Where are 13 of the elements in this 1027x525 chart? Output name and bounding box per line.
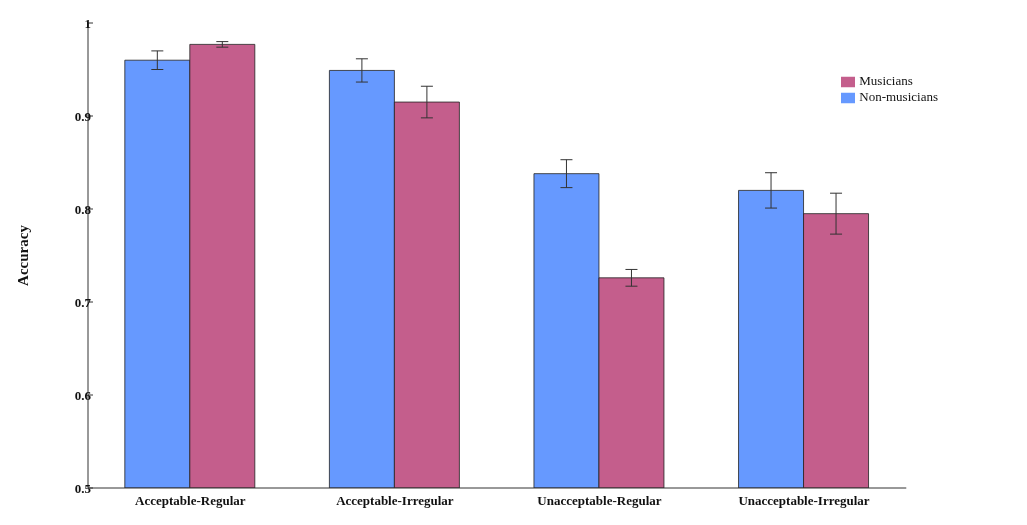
- legend-label: Non-musicians: [859, 89, 938, 105]
- y-tick-label: 0.8: [74, 201, 92, 217]
- x-tick-label: Acceptable-Regular: [135, 493, 246, 509]
- y-tick-label: 0.6: [74, 387, 92, 403]
- y-tick-label: 0.5: [74, 480, 92, 496]
- legend-label: Musicians: [859, 73, 913, 88]
- y-tick-label: 0.9: [74, 108, 92, 124]
- x-tick-label: Unacceptable-Irregular: [738, 493, 870, 509]
- x-tick-label: Unacceptable-Regular: [537, 493, 662, 509]
- x-tick-label: Acceptable-Irregular: [336, 493, 454, 509]
- y-tick-label: 0.7: [74, 294, 92, 310]
- y-axis-title: Accuracy: [15, 224, 32, 286]
- y-tick-label: 1: [84, 15, 91, 31]
